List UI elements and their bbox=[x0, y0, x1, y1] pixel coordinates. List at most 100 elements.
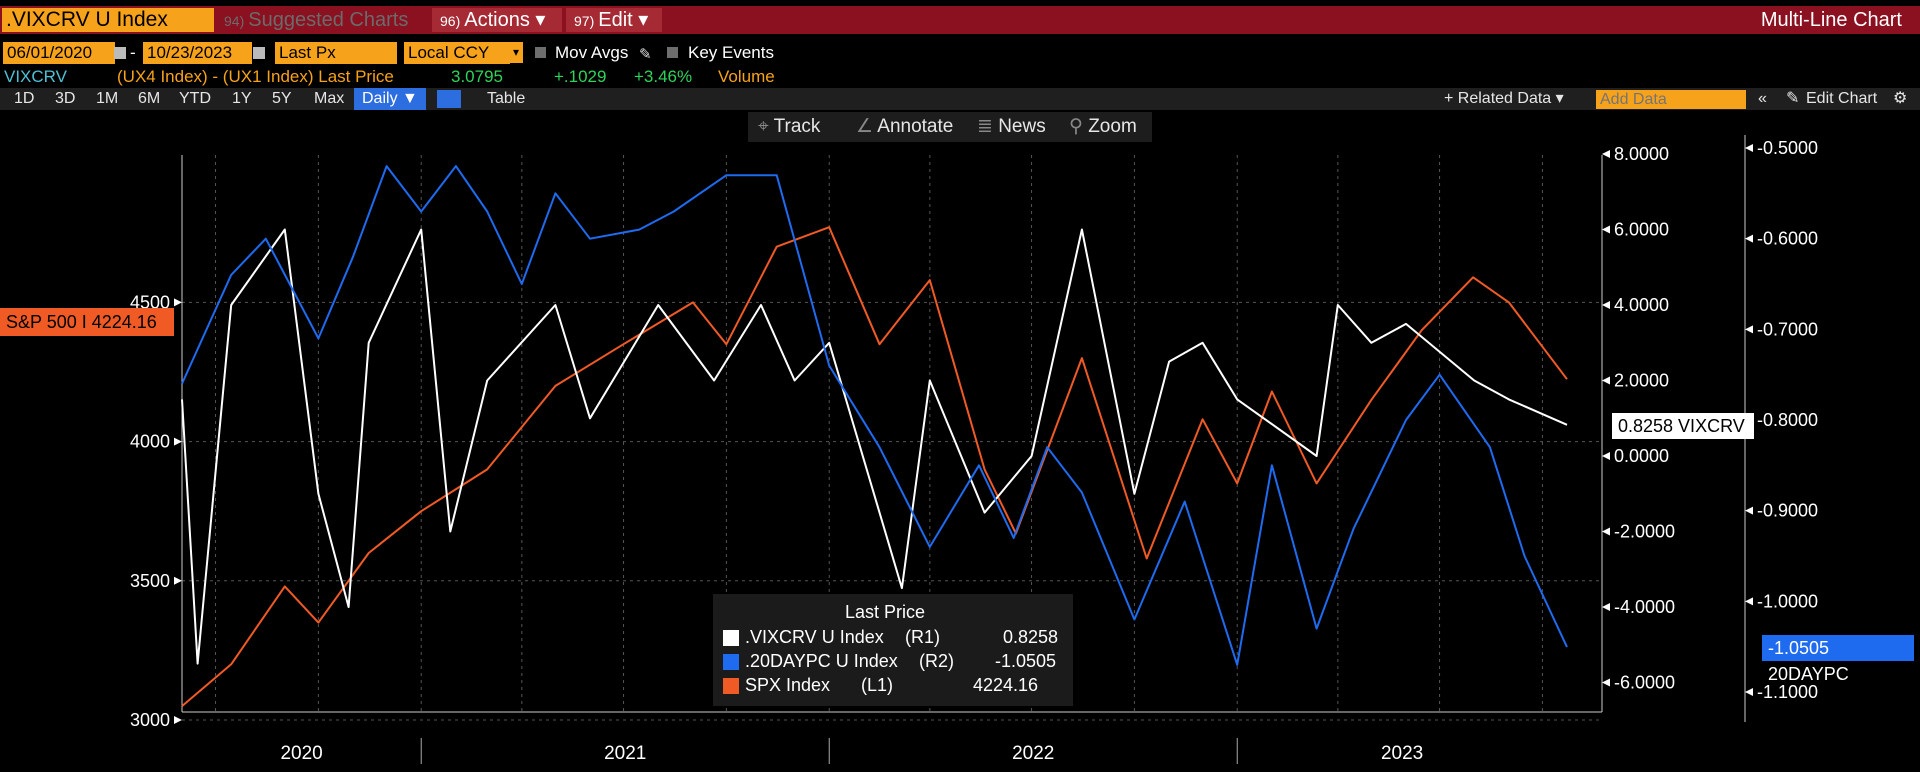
axes: 4500 4000 3500 3000 8.0000 6.0000 4.0000 2.0000… bbox=[130, 135, 1818, 764]
annotate-icon: ∠ bbox=[856, 116, 878, 137]
r2-tick-mark bbox=[1745, 506, 1753, 515]
r1-tick-mark bbox=[1602, 301, 1610, 309]
series-line-2 bbox=[181, 165, 1568, 666]
news-label: News bbox=[998, 116, 1046, 137]
settings-gear-icon[interactable]: ⚙ bbox=[1893, 90, 1908, 107]
period-bar bbox=[0, 88, 1920, 110]
x-tick-label: 2022 bbox=[1012, 743, 1054, 764]
security-name: VIXCRV bbox=[4, 67, 67, 86]
y-tick-mark bbox=[174, 298, 182, 307]
start-date-field[interactable]: 06/01/2020 bbox=[3, 42, 115, 64]
r2-tick-mark bbox=[1745, 234, 1753, 243]
key-events-checkbox[interactable] bbox=[667, 47, 678, 58]
period-1d[interactable]: 1D bbox=[14, 90, 35, 107]
y-tick-label-r1: 8.0000 bbox=[1614, 144, 1669, 164]
ticker-field[interactable]: .VIXCRV U Index bbox=[2, 8, 214, 32]
edit-button[interactable]: 97) Edit ▾ bbox=[566, 8, 662, 32]
period-5y[interactable]: 5Y bbox=[272, 90, 292, 107]
y-tick-label-r2: -1.1000 bbox=[1757, 682, 1818, 702]
legend-swatch-pc bbox=[723, 654, 739, 670]
x-tick-label: 2020 bbox=[280, 743, 322, 764]
legend-axis-vixcrv: (R1) bbox=[905, 627, 940, 647]
chart-svg: 4500 4000 3500 3000 8.0000 6.0000 4.0000 2.0000… bbox=[130, 135, 1818, 764]
security-desc: (UX4 Index) - (UX1 Index) Last Price bbox=[117, 67, 394, 86]
suggested-charts-button[interactable]: 94) Suggested Charts bbox=[216, 8, 426, 32]
y-tick-label-r2: -0.8000 bbox=[1757, 410, 1818, 430]
y-tick-label-r2: -0.5000 bbox=[1757, 138, 1818, 158]
pc-last-tag: -1.0505 20DAYPC bbox=[1762, 635, 1914, 684]
track-button[interactable]: ⌖ Track bbox=[758, 114, 820, 140]
chart-toolbar bbox=[748, 112, 1152, 142]
y-tick-label-r1: -2.0000 bbox=[1614, 522, 1675, 542]
annotate-label: Annotate bbox=[877, 116, 954, 137]
security-change: +.1029 bbox=[554, 67, 607, 86]
y-tick-label-r1: 2.0000 bbox=[1614, 371, 1669, 391]
mov-avgs-checkbox[interactable] bbox=[535, 47, 546, 58]
r1-tick-mark bbox=[1602, 452, 1610, 460]
x-tick-label: 2023 bbox=[1381, 743, 1423, 764]
y-tick-label-left: 3500 bbox=[130, 571, 170, 591]
date-dash: - bbox=[130, 43, 136, 62]
suggested-label: Suggested Charts bbox=[248, 9, 409, 31]
r2-tick-mark bbox=[1745, 325, 1753, 334]
search-icon: ⚲ bbox=[1069, 116, 1089, 137]
y-tick-label-r2: -1.0000 bbox=[1757, 591, 1818, 611]
y-tick-label-r2: -0.9000 bbox=[1757, 501, 1818, 521]
frequency-select[interactable]: Daily ▼ bbox=[354, 88, 426, 110]
top-strip bbox=[0, 0, 1920, 6]
period-3d[interactable]: 3D bbox=[55, 90, 76, 107]
legend-title: Last Price bbox=[845, 602, 926, 622]
crosshair-icon: ⌖ bbox=[758, 116, 774, 137]
legend-name-spx: SPX Index bbox=[745, 675, 831, 695]
edit-chart-pencil-icon[interactable]: ✎ bbox=[1786, 90, 1800, 107]
security-last: 3.0795 bbox=[451, 67, 503, 86]
collapse-icon[interactable]: « bbox=[1758, 90, 1767, 107]
y-tick-label-r1: 6.0000 bbox=[1614, 220, 1669, 240]
period-1y[interactable]: 1Y bbox=[232, 90, 252, 107]
end-date-field[interactable]: 10/23/2023 bbox=[143, 42, 252, 64]
y-tick-label-r1: 4.0000 bbox=[1614, 295, 1669, 315]
period-6m[interactable]: 6M bbox=[138, 90, 161, 107]
legend-axis-pc: (R2) bbox=[919, 651, 954, 671]
period-ytd[interactable]: YTD bbox=[179, 90, 211, 107]
x-tick-label: 2021 bbox=[604, 743, 646, 764]
security-pct: +3.46% bbox=[634, 67, 693, 86]
news-button[interactable]: ≣ News bbox=[977, 114, 1046, 140]
annotate-button[interactable]: ∠ Annotate bbox=[856, 114, 953, 140]
edit-num: 97) bbox=[574, 13, 595, 29]
currency-select[interactable]: Local CCY bbox=[404, 42, 510, 64]
track-label: Track bbox=[773, 116, 821, 137]
vixcrv-last-tag: 0.8258 VIXCRV bbox=[1612, 413, 1754, 439]
table-button[interactable]: Table bbox=[487, 90, 526, 107]
y-tick-label-left: 3000 bbox=[130, 710, 170, 730]
add-data-input[interactable] bbox=[1596, 90, 1746, 109]
chart-type-title: Multi-Line Chart bbox=[1760, 9, 1902, 31]
period-1m[interactable]: 1M bbox=[96, 90, 119, 107]
pencil-icon[interactable]: ✎ bbox=[639, 46, 652, 63]
r1-tick-mark bbox=[1602, 527, 1610, 536]
y-tick-mark bbox=[174, 716, 182, 724]
related-data-button[interactable]: + Related Data ▾ bbox=[1444, 90, 1564, 107]
price-field-select[interactable]: Last Px bbox=[275, 42, 397, 64]
line-chart-icon[interactable] bbox=[437, 90, 461, 108]
actions-button[interactable]: 96) Actions ▾ bbox=[432, 8, 562, 32]
calendar-icon-end[interactable] bbox=[253, 47, 265, 59]
y-tick-label-left: 4500 bbox=[130, 292, 170, 312]
series-line-0 bbox=[181, 226, 1568, 707]
edit-chart-button[interactable]: Edit Chart bbox=[1806, 90, 1878, 107]
zoom-button[interactable]: ⚲ Zoom bbox=[1069, 114, 1137, 140]
legend-name-vixcrv: .VIXCRV U Index bbox=[745, 627, 884, 647]
y-tick-label-r2: -0.6000 bbox=[1757, 229, 1818, 249]
calendar-icon[interactable] bbox=[114, 47, 126, 59]
y-tick-label-r1: -6.0000 bbox=[1614, 673, 1675, 693]
r1-tick-mark bbox=[1602, 150, 1610, 158]
y-tick-label-r2: -0.7000 bbox=[1757, 319, 1818, 339]
chevron-down-icon[interactable]: ▾ bbox=[509, 42, 523, 63]
period-max[interactable]: Max bbox=[314, 90, 345, 107]
series-lines bbox=[181, 165, 1568, 707]
legend-value-spx: 4224.16 bbox=[973, 675, 1039, 695]
edit-label: Edit ▾ bbox=[598, 9, 649, 31]
suggested-num: 94) bbox=[224, 13, 245, 29]
zoom-label: Zoom bbox=[1088, 116, 1137, 137]
legend-swatch-spx bbox=[723, 678, 739, 694]
